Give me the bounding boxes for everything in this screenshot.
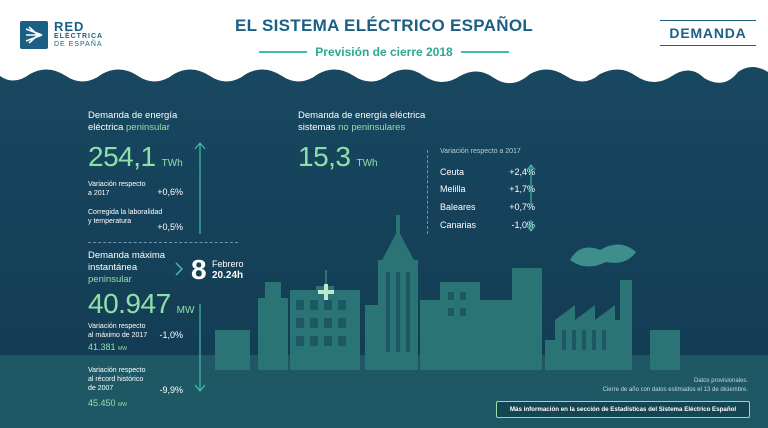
logo-mark-icon [20, 20, 48, 49]
var-max-value: -1,0% [159, 330, 183, 340]
island-name: Canarias [440, 220, 477, 230]
var-record-label-2: al récord histórico [88, 376, 144, 383]
island-value: +2,4% [509, 167, 535, 177]
peninsular-corrected-label-1: Corregida la laboralidad [88, 209, 163, 216]
page-title: EL SISTEMA ELÉCTRICO ESPAÑOL [234, 16, 534, 35]
max-demand-date-month: Febrero [212, 259, 244, 269]
islands-divider [427, 150, 429, 234]
island-value: +1,7% [509, 184, 535, 194]
peninsular-value-group: 254,1 TWh [88, 142, 183, 172]
logo-line-2: ELÉCTRICA [54, 33, 104, 40]
var-record-label-3: de 2007 [88, 385, 114, 392]
subtitle-divider-right [460, 51, 509, 53]
island-name: Melilla [440, 184, 466, 194]
footer-note-line-2: Cierre de año con datos estimados el 13 … [602, 387, 748, 393]
peninsular-corrected-label: Corregida la laboralidad y temperatura [88, 208, 162, 226]
logo-line-1: RED [54, 19, 85, 34]
islands-variation-header: Variación respecto a 2017 [440, 148, 521, 155]
island-row: Canarias -1,0% [440, 220, 535, 230]
peninsular-value: 254,1 [88, 141, 156, 172]
more-info-link-label[interactable]: Más información en la sección de Estadís… [509, 406, 737, 413]
peninsular-title-prefix: eléctrica [88, 122, 127, 133]
peninsular-variation-label: Variación respecto a 2017 [88, 180, 145, 198]
arrow-down-icon [194, 304, 206, 392]
peninsular-title: Demanda de energía eléctrica peninsular [88, 110, 177, 134]
peninsular-unit: TWh [161, 158, 183, 169]
record-unit: MW [118, 402, 127, 408]
peninsular-variation-label-2: a 2017 [88, 190, 110, 197]
non-peninsular-title: Demanda de energía eléctrica sistemas no… [298, 110, 425, 134]
peninsular-variation-label-1: Variación respecto [88, 181, 146, 188]
non-peninsular-title-highlight: no peninsulares [338, 122, 406, 133]
max-demand-date-detail: Febrero 20.24h [212, 259, 244, 282]
island-name: Baleares [440, 202, 476, 212]
var-max-label-1: Variación respecto [88, 323, 146, 330]
peninsular-variation-value: +0,6% [157, 187, 183, 197]
max-demand-title-1: Demanda máxima [88, 250, 166, 261]
more-info-link[interactable]: Más información en la sección de Estadís… [496, 401, 750, 418]
max-demand-date-day: 8 [191, 254, 207, 285]
arrow-up-icon [194, 142, 206, 234]
section-tag-label: DEMANDA [669, 25, 747, 41]
non-peninsular-value-group: 15,3 TWh [298, 142, 378, 172]
logo-line-3: DE ESPAÑA [54, 41, 103, 48]
var-record-label-1: Variación respecto [88, 367, 146, 374]
max-demand-title: Demanda máxima instantánea peninsular [88, 250, 165, 286]
max-demand-title-3: peninsular [88, 274, 132, 285]
max-demand-value-group: 40.947 MW [88, 289, 194, 319]
island-value: -1,0% [511, 220, 535, 230]
arrow-up-small-icon [526, 164, 536, 205]
peninsular-corrected-label-2: y temperatura [88, 218, 132, 225]
peninsular-title-highlight: peninsular [126, 122, 170, 133]
record-value-group: 45.450 MW [88, 398, 127, 408]
non-peninsular-value: 15,3 [298, 141, 351, 172]
record-value: 45.450 [88, 398, 116, 408]
max-2017-value-group: 41.381 MW [88, 342, 127, 352]
var-record-value: -9,9% [159, 385, 183, 395]
page-subtitle: Previsión de cierre 2018 [315, 45, 453, 59]
island-name: Ceuta [440, 167, 465, 177]
island-row: Melilla +1,7% [440, 184, 535, 194]
non-peninsular-title-1: Demanda de energía eléctrica [298, 110, 426, 121]
peninsular-title-line-2: eléctrica peninsular [88, 122, 177, 134]
max-2017-unit: MW [118, 346, 127, 352]
max-2017-value: 41.381 [88, 342, 116, 352]
max-demand-unit: MW [176, 305, 195, 316]
max-demand-title-2: instantánea [88, 262, 138, 273]
peninsular-corrected-value: +0,5% [157, 222, 183, 232]
section-tag: DEMANDA [660, 20, 756, 46]
footer-note-line-1: Datos provisionales. [693, 378, 748, 384]
peninsular-title-line-1: Demanda de energía [88, 110, 178, 121]
max-demand-date-time: 20.24h [212, 270, 244, 281]
non-peninsular-title-prefix: sistemas [298, 122, 339, 133]
max-demand-value: 40.947 [88, 288, 171, 319]
island-row: Baleares +0,7% [440, 202, 535, 212]
red-electrica-logo: RED ELÉCTRICA DE ESPAÑA [20, 20, 103, 49]
chevron-right-icon [175, 262, 184, 276]
island-row: Ceuta +2,4% [440, 167, 535, 177]
var-max-label-2: al máximo de 2017 [88, 332, 148, 339]
var-record-label: Variación respecto al récord histórico d… [88, 366, 145, 393]
cloud-header-shape [0, 0, 768, 84]
subtitle-row: Previsión de cierre 2018 [0, 45, 768, 59]
island-value: +0,7% [509, 202, 535, 212]
arrow-down-small-icon [526, 220, 536, 232]
subtitle-divider-left [259, 51, 308, 53]
section-divider [88, 242, 238, 243]
var-max-label: Variación respecto al máximo de 2017 [88, 322, 147, 340]
footer-note: Datos provisionales. Cierre de año con d… [480, 377, 748, 395]
non-peninsular-unit: TWh [356, 158, 378, 169]
